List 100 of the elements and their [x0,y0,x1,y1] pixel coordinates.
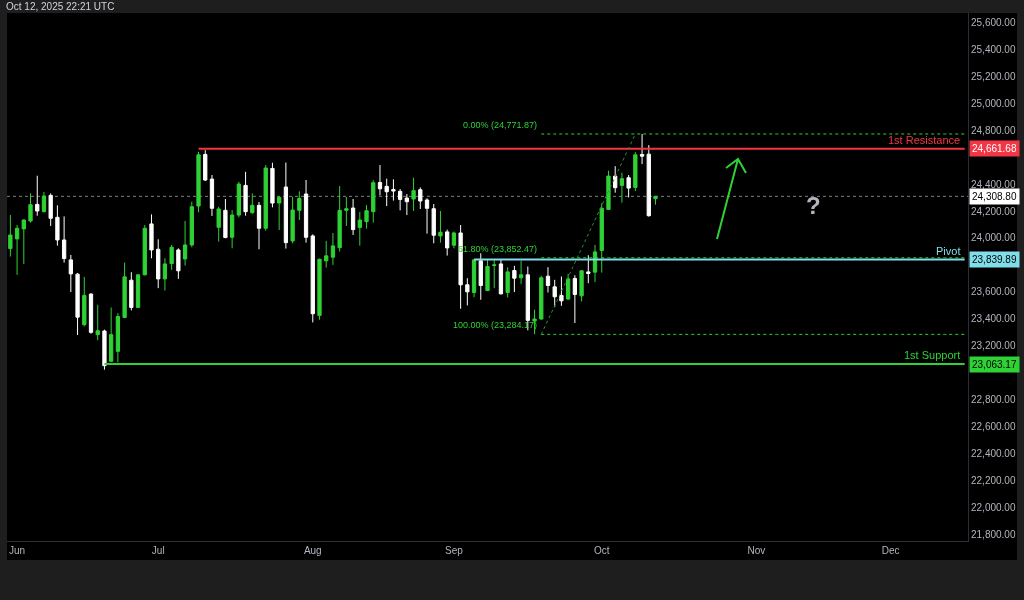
candlestick [330,232,336,266]
candlestick [8,214,13,258]
x-tick-label: Jul [151,545,165,556]
candlestick [492,259,497,289]
candlestick [350,198,356,236]
candlestick [129,271,134,311]
candlestick [203,149,208,182]
candlestick [424,197,430,235]
candlestick [135,273,141,309]
ref-line-label: 24,308.80 [972,191,1017,202]
candlestick [404,193,409,216]
candlestick [633,151,638,192]
candlestick [512,265,517,293]
y-tick-label: 22,400.00 [971,447,1016,459]
candlestick [176,247,181,280]
candlestick [545,266,551,293]
candlestick [149,213,154,259]
candlestick [14,224,20,276]
candlestick [485,259,490,292]
candlestick [572,274,578,324]
candlestick [451,231,457,249]
y-tick-label: 22,800.00 [971,394,1016,406]
y-tick-label: 25,000.00 [971,97,1016,109]
candlestick [431,203,436,244]
candlestick [209,174,215,217]
y-tick-label: 23,600.00 [971,286,1016,298]
candlestick [324,240,329,269]
y-tick-label: 22,200.00 [971,474,1016,486]
candlestick [236,181,241,218]
candlestick [61,215,67,264]
candlestick [21,218,26,265]
candlestick [552,279,557,308]
y-tick-label: 25,400.00 [971,43,1016,55]
x-tick-label: Aug [303,545,322,556]
data-label: 23,063.17 [972,359,1017,370]
candlestick [182,220,188,267]
candlestick [122,262,127,319]
candlestick [310,233,315,323]
candlestick [317,258,322,321]
candlestick [653,195,658,206]
candlestick [337,185,342,253]
candlestick [619,172,625,204]
candlestick [411,177,416,212]
data-label: 24,661.68 [972,143,1017,154]
candlestick [418,186,423,210]
y-tick-label: 24,000.00 [971,232,1016,244]
candlestick [303,179,309,244]
candlestick [371,179,376,224]
candlestick [216,206,221,243]
y-tick-label: 22,600.00 [971,421,1016,433]
candlestick [156,238,161,289]
candlestick [102,329,107,371]
candlestick [82,276,87,327]
candlestick [169,244,174,271]
candlestick [566,273,571,301]
candlestick [505,266,510,298]
candlestick [445,229,450,257]
candlestick [613,165,618,194]
series-label: 0.00% (24,771.87) [463,120,538,130]
candlestick [377,164,383,196]
y-tick-label: 23,400.00 [971,313,1016,325]
candlestick [471,258,477,298]
x-tick-label: Dec [881,545,900,556]
candlestick [35,175,40,217]
candlestick [28,192,33,224]
candlestick [498,258,504,296]
y-tick-label: 25,600.00 [971,16,1016,28]
candlestick [88,292,94,335]
candlestick [438,210,443,244]
candlestick [263,164,268,232]
text: Oct 12, 2025 22:21 UTC [6,1,115,12]
candlestick [48,192,53,227]
candlestick [68,254,73,293]
candlestick [75,272,80,336]
y-tick-label: 25,200.00 [971,70,1016,82]
candlestick [256,201,262,250]
y-tick-label: 24,800.00 [971,124,1016,136]
candlestick [142,224,147,276]
candlestick [297,190,302,221]
candlestick [606,170,611,211]
candlestick [290,196,295,244]
annotation: ? [806,192,821,219]
candlestick [539,275,544,321]
candlestick [465,277,470,306]
y-tick-label: 24,200.00 [971,205,1016,217]
candlestick [364,204,369,230]
candlestick [223,198,228,239]
candlestick [478,252,483,301]
candlestick [196,151,201,213]
candlestick [344,196,349,227]
candlestick [559,275,564,307]
candlestick [55,204,60,247]
candlestick [270,162,275,208]
y-tick-label: 22,000.00 [971,501,1016,513]
candlestick [518,260,524,285]
candlestick [357,211,362,247]
candlestick [95,304,100,341]
candlestick [283,162,289,250]
candlestick [229,209,235,249]
data-label: 23,839.89 [972,254,1017,265]
